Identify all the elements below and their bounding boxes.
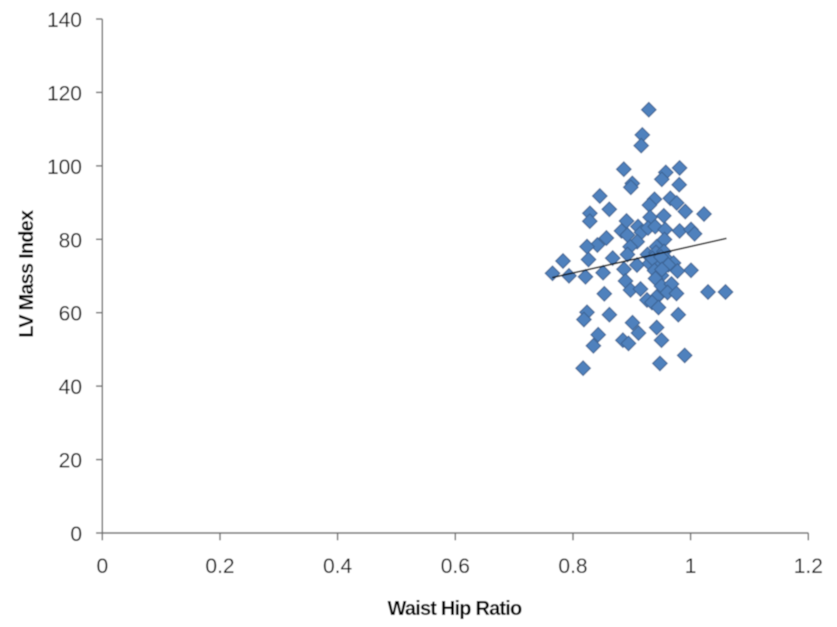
svg-text:40: 40 bbox=[59, 376, 82, 399]
svg-text:LV Mass Index: LV Mass Index bbox=[16, 210, 38, 338]
svg-text:0: 0 bbox=[96, 555, 108, 578]
svg-text:60: 60 bbox=[59, 303, 82, 326]
svg-text:Waist Hip Ratio: Waist Hip Ratio bbox=[388, 598, 523, 620]
svg-text:1.2: 1.2 bbox=[794, 555, 823, 578]
svg-text:20: 20 bbox=[59, 450, 82, 473]
svg-text:0.2: 0.2 bbox=[205, 555, 234, 578]
svg-text:1: 1 bbox=[685, 555, 697, 578]
svg-text:100: 100 bbox=[47, 156, 82, 179]
svg-text:140: 140 bbox=[47, 9, 82, 32]
svg-text:80: 80 bbox=[59, 229, 82, 252]
svg-text:0.6: 0.6 bbox=[441, 555, 470, 578]
svg-text:0.8: 0.8 bbox=[558, 555, 587, 578]
svg-text:120: 120 bbox=[47, 82, 82, 105]
svg-text:0.4: 0.4 bbox=[323, 555, 353, 578]
svg-text:0: 0 bbox=[70, 523, 82, 546]
